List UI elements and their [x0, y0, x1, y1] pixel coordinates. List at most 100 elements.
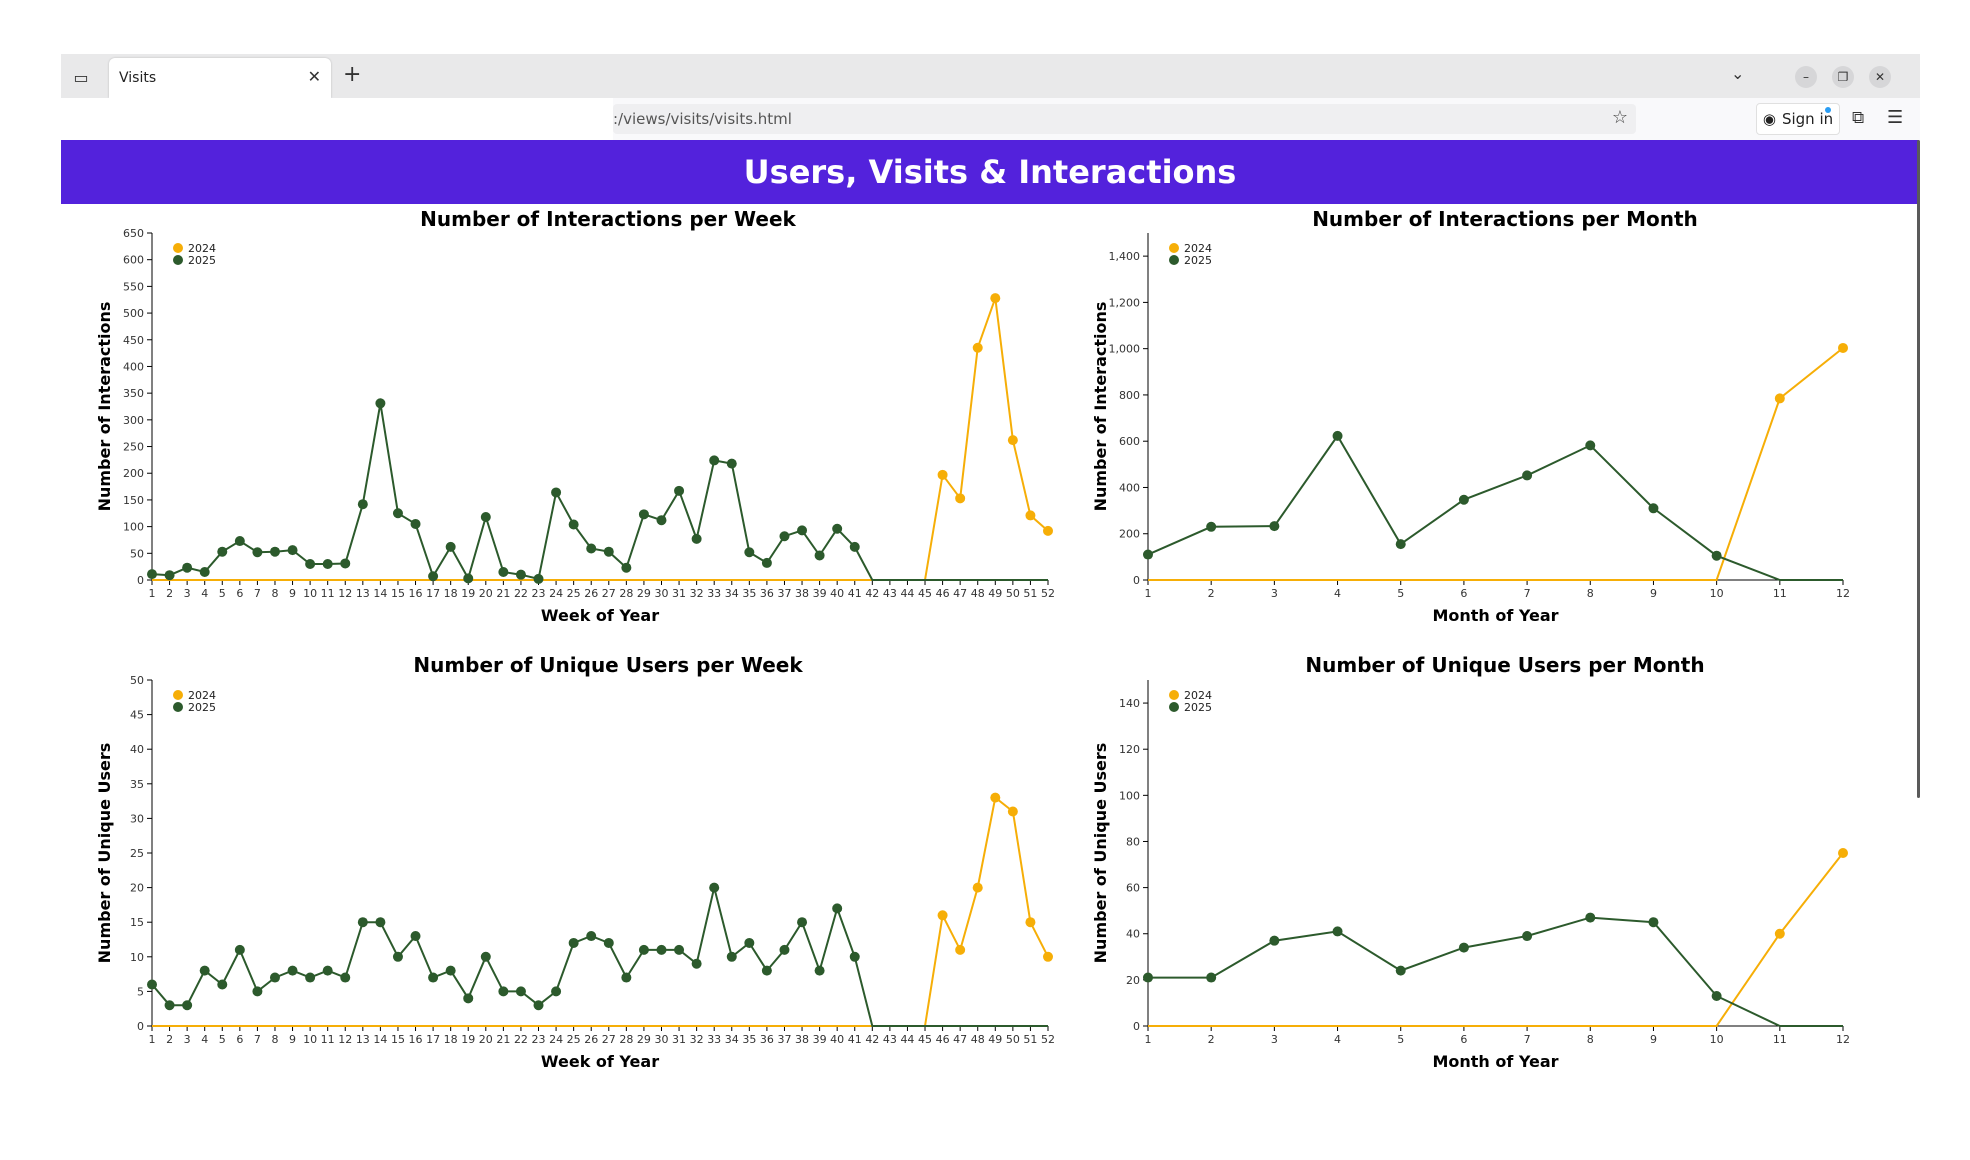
data-point-2024 — [955, 944, 966, 955]
chart-title: Number of Interactions per Week — [420, 207, 796, 231]
x-tick-label: 39 — [813, 587, 827, 600]
data-point-2025 — [147, 569, 157, 580]
x-tick-label: 16 — [409, 587, 423, 600]
x-tick-label: 19 — [461, 1033, 475, 1046]
x-tick-label: 7 — [1524, 1033, 1531, 1046]
x-tick-label: 43 — [883, 587, 897, 600]
tab-bar: ▭ Visits ✕ + ⌄ – ❐ ✕ — [61, 54, 1920, 98]
extensions-icon[interactable]: ⧉ — [1852, 108, 1865, 128]
x-axis-label: Month of Year — [1432, 1052, 1558, 1071]
x-tick-label: 10 — [303, 1033, 317, 1046]
y-tick-label: 300 — [123, 414, 144, 427]
new-tab-icon[interactable]: + — [343, 62, 362, 87]
data-point-2024 — [1774, 393, 1785, 404]
data-point-2025 — [287, 965, 298, 976]
close-tab-icon[interactable]: ✕ — [307, 67, 321, 86]
legend-marker-2024 — [173, 690, 183, 700]
data-point-2025 — [428, 972, 439, 983]
data-point-2025 — [814, 550, 825, 561]
data-point-2024 — [972, 342, 983, 353]
x-tick-label: 19 — [461, 587, 475, 600]
url-bar[interactable]: :/views/visits/visits.html ☆ — [613, 104, 1636, 134]
y-tick-label: 0 — [1133, 1020, 1140, 1033]
sign-in-button[interactable]: ◉ Sign in — [1756, 103, 1840, 135]
x-tick-label: 12 — [338, 587, 352, 600]
x-tick-label: 39 — [813, 1033, 827, 1046]
x-tick-label: 36 — [760, 1033, 774, 1046]
bookmark-star-icon[interactable]: ☆ — [1611, 107, 1628, 128]
x-tick-label: 26 — [584, 1033, 598, 1046]
x-tick-label: 52 — [1041, 1033, 1055, 1046]
data-point-2025 — [1711, 550, 1722, 561]
x-tick-label: 18 — [444, 1033, 458, 1046]
series-line-2025 — [151, 403, 1048, 581]
y-tick-label: 150 — [123, 494, 144, 507]
x-tick-label: 5 — [1397, 1033, 1404, 1046]
chevron-down-icon[interactable]: ⌄ — [1731, 64, 1745, 83]
data-point-2025 — [1648, 917, 1659, 928]
y-tick-label: 800 — [1119, 389, 1140, 402]
close-window-icon[interactable]: ✕ — [1869, 66, 1891, 88]
x-tick-label: 12 — [1836, 1033, 1850, 1046]
x-tick-label: 2 — [1208, 1033, 1215, 1046]
x-tick-label: 40 — [830, 587, 844, 600]
x-tick-label: 31 — [672, 587, 686, 600]
y-tick-label: 25 — [130, 847, 144, 860]
x-tick-label: 50 — [1006, 1033, 1020, 1046]
x-tick-label: 9 — [289, 587, 296, 600]
data-point-2025 — [463, 993, 474, 1004]
x-tick-label: 28 — [619, 587, 633, 600]
data-point-2025 — [392, 951, 403, 962]
tab-visits[interactable]: Visits ✕ — [109, 58, 331, 98]
x-tick-label: 5 — [219, 587, 226, 600]
data-point-2025 — [164, 1000, 175, 1011]
account-icon: ◉ — [1762, 110, 1776, 128]
data-point-2025 — [779, 944, 790, 955]
y-tick-label: 1,000 — [1109, 343, 1141, 356]
chart-title: Number of Interactions per Month — [1312, 207, 1698, 231]
legend-marker-2024 — [1169, 690, 1179, 700]
data-point-2024 — [955, 493, 966, 504]
restore-icon[interactable]: ❐ — [1832, 66, 1854, 88]
x-tick-label: 11 — [321, 1033, 335, 1046]
data-point-2025 — [709, 882, 720, 893]
legend-marker-2025 — [173, 702, 183, 712]
x-tick-label: 16 — [409, 1033, 423, 1046]
data-point-2024 — [1007, 435, 1018, 446]
legend-label: 2024 — [188, 689, 216, 702]
data-point-2025 — [726, 458, 737, 469]
data-point-2025 — [252, 986, 263, 997]
data-point-2025 — [832, 523, 843, 534]
minimize-icon[interactable]: – — [1795, 66, 1817, 88]
data-point-2025 — [551, 986, 562, 997]
x-tick-label: 1 — [1145, 587, 1152, 600]
data-point-2024 — [1774, 928, 1785, 939]
y-axis-label: Number of Interactions — [95, 302, 114, 512]
menu-icon[interactable]: ☰ — [1887, 107, 1904, 128]
x-tick-label: 3 — [184, 1033, 191, 1046]
x-tick-label: 48 — [971, 587, 985, 600]
x-axis-label: Month of Year — [1432, 606, 1558, 625]
y-tick-label: 30 — [130, 812, 144, 825]
y-tick-label: 100 — [123, 521, 144, 534]
x-tick-label: 38 — [795, 587, 809, 600]
x-tick-label: 12 — [338, 1033, 352, 1046]
x-tick-label: 25 — [567, 1033, 581, 1046]
data-point-2025 — [515, 986, 526, 997]
x-tick-label: 46 — [936, 1033, 950, 1046]
data-point-2025 — [252, 547, 263, 558]
x-tick-label: 26 — [584, 587, 598, 600]
scrollbar[interactable] — [1917, 140, 1920, 798]
x-tick-label: 38 — [795, 1033, 809, 1046]
x-tick-label: 23 — [532, 1033, 546, 1046]
x-tick-label: 7 — [254, 587, 261, 600]
legend-label: 2025 — [1184, 254, 1212, 267]
data-point-2025 — [797, 525, 808, 536]
tab-list-icon[interactable]: ▭ — [73, 67, 89, 87]
